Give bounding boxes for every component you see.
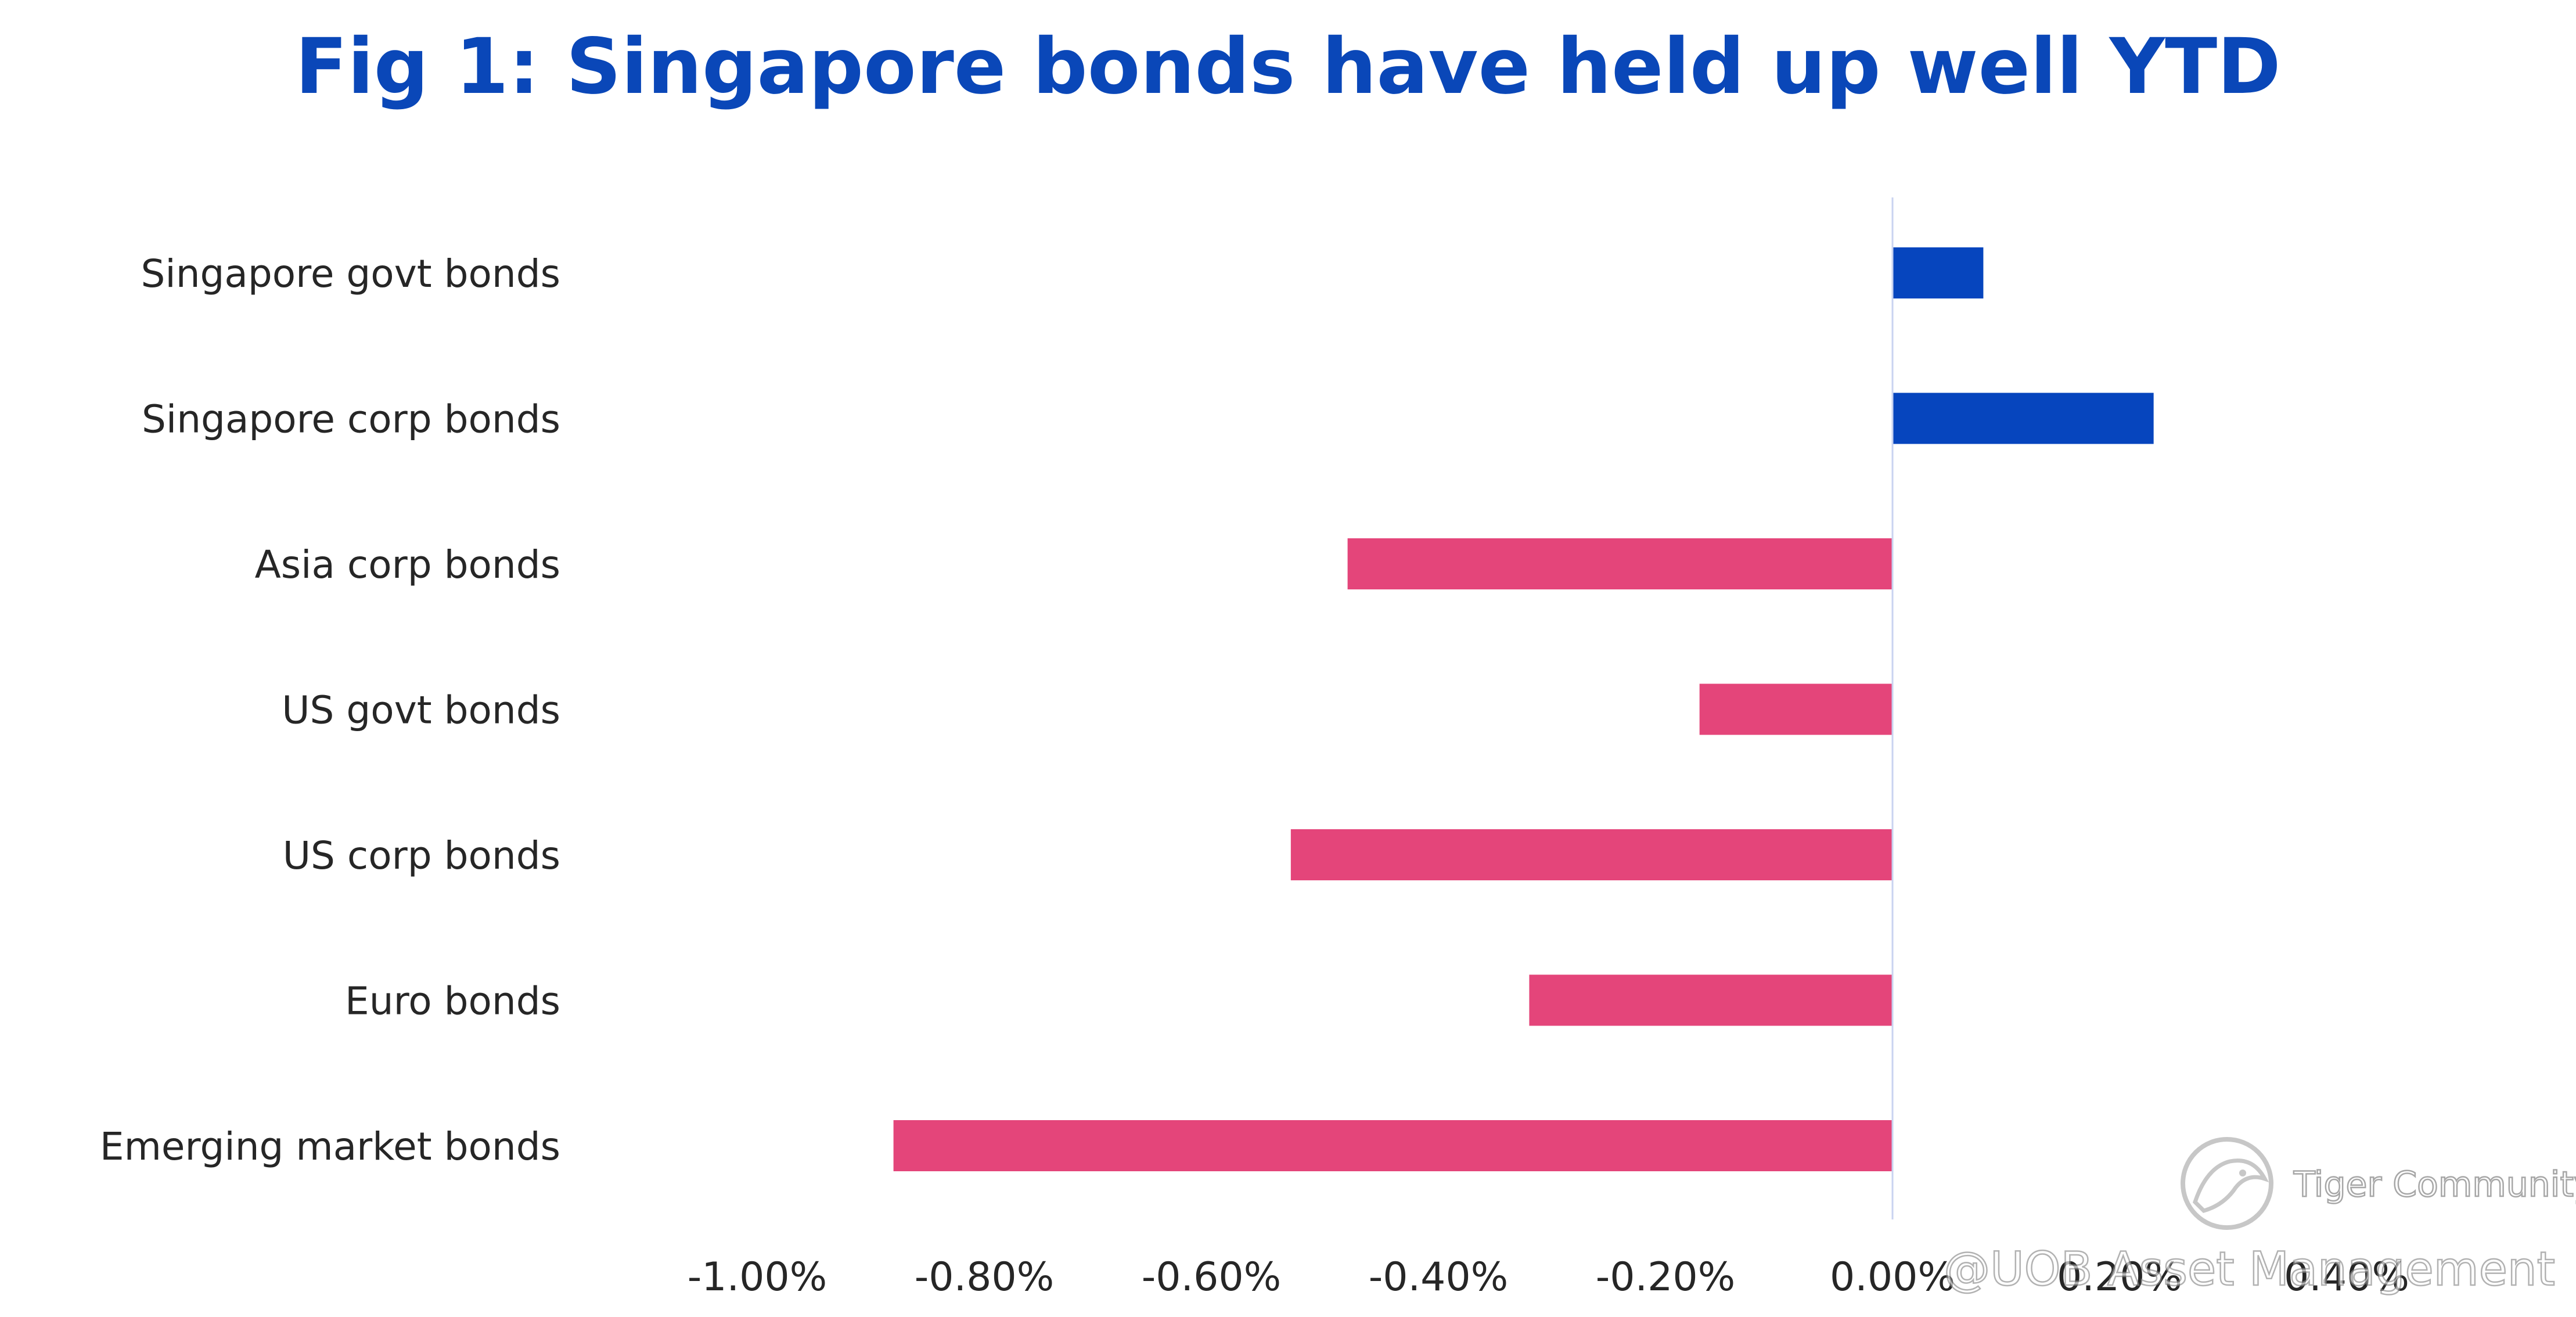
bar-us-govt-bonds bbox=[1699, 683, 1893, 735]
category-label: Singapore corp bonds bbox=[142, 397, 560, 442]
bar-euro-bonds bbox=[1529, 974, 1893, 1026]
watermark: Tiger Community @UOB Asset Management bbox=[1943, 1137, 2576, 1297]
plot-area: Singapore govt bonds Singapore corp bonds… bbox=[100, 197, 2409, 1300]
tiger-logo-icon bbox=[2181, 1137, 2273, 1230]
category-label: US corp bonds bbox=[283, 833, 560, 878]
category-label: Singapore govt bonds bbox=[141, 251, 560, 296]
bar-asia-corp-bonds bbox=[1347, 538, 1893, 589]
x-tick-label: 0.00% bbox=[1830, 1254, 1955, 1300]
x-tick-label: -0.20% bbox=[1596, 1254, 1736, 1300]
watermark-source: @UOB Asset Management bbox=[1944, 1242, 2555, 1296]
x-tick-label: -0.40% bbox=[1369, 1254, 1509, 1300]
category-label: Emerging market bonds bbox=[100, 1124, 560, 1169]
chart-title: Fig 1: Singapore bonds have held up well… bbox=[295, 22, 2281, 111]
bar-emerging-market-bonds bbox=[893, 1120, 1893, 1171]
bar-us-corp-bonds bbox=[1290, 829, 1893, 880]
x-tick-label: -0.80% bbox=[915, 1254, 1055, 1300]
x-tick-label: -0.60% bbox=[1142, 1254, 1282, 1300]
x-tick-label: -1.00% bbox=[688, 1254, 828, 1300]
bar-singapore-govt-bonds bbox=[1893, 247, 1984, 298]
bar-singapore-corp-bonds bbox=[1893, 393, 2154, 444]
category-label: US govt bonds bbox=[282, 688, 560, 733]
category-label: Euro bonds bbox=[345, 979, 560, 1024]
x-tick-label: 0.20% bbox=[2057, 1254, 2182, 1300]
category-label: Asia corp bonds bbox=[255, 542, 560, 587]
x-tick-label: 0.40% bbox=[2284, 1254, 2409, 1300]
watermark-brand: Tiger Community bbox=[2293, 1164, 2576, 1205]
